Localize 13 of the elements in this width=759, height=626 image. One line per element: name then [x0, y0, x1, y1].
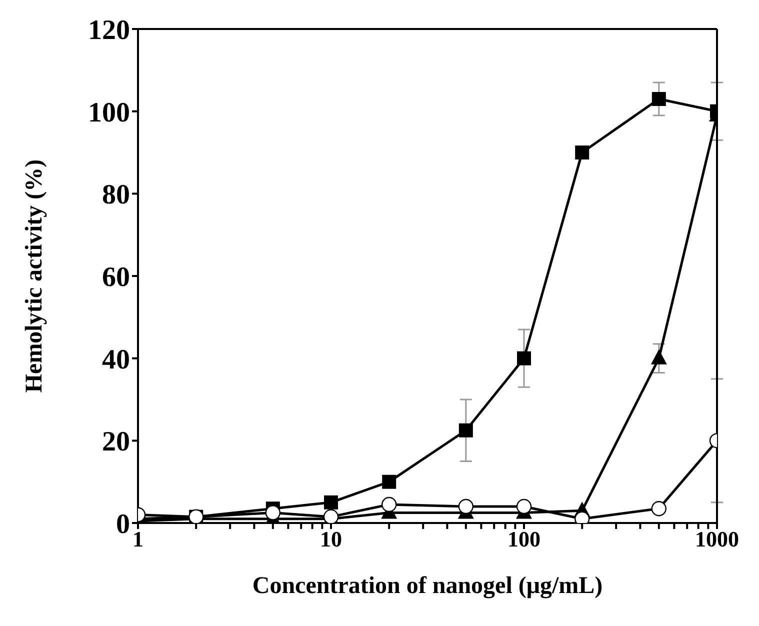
- y-tick-label: 60: [102, 262, 130, 293]
- x-tick-label: 100: [508, 526, 540, 552]
- y-tick-label: 0: [116, 508, 130, 540]
- y-tick-label: 120: [88, 14, 130, 46]
- y-tick-label: 80: [102, 180, 130, 211]
- y-axis-title: Hemolytic activity (%): [22, 159, 48, 393]
- x-tick-label: 1: [132, 526, 144, 552]
- x-tick-label: 1000: [695, 526, 739, 552]
- y-tick-label: 40: [102, 344, 130, 376]
- y-tick-label: 100: [88, 97, 130, 128]
- x-tick-label: 10: [320, 526, 342, 552]
- y-tick-label: 20: [102, 426, 130, 458]
- x-axis-title: Concentration of nanogel (μg/mL): [252, 573, 603, 599]
